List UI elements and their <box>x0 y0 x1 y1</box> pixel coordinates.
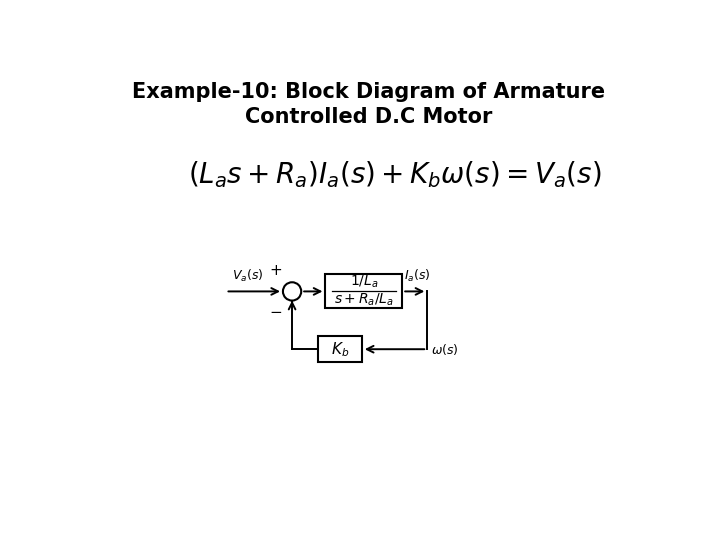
Bar <box>325 274 402 308</box>
Text: $V_a(s)$: $V_a(s)$ <box>232 267 264 284</box>
Text: −: − <box>269 305 282 320</box>
Text: $1/L_a$: $1/L_a$ <box>349 274 378 290</box>
Text: Controlled D.C Motor: Controlled D.C Motor <box>246 107 492 127</box>
Text: +: + <box>269 263 282 278</box>
Text: $\omega(s)$: $\omega(s)$ <box>431 342 459 357</box>
Text: $s + R_a/L_a$: $s + R_a/L_a$ <box>334 292 394 308</box>
Text: $\left(L_a s + R_a \right)I_a(s) + K_b\omega(s) = V_a(s)$: $\left(L_a s + R_a \right)I_a(s) + K_b\o… <box>188 160 602 191</box>
Text: $I_a(s)$: $I_a(s)$ <box>405 267 431 284</box>
Text: $K_b$: $K_b$ <box>331 340 349 359</box>
Text: Example-10: Block Diagram of Armature: Example-10: Block Diagram of Armature <box>132 82 606 102</box>
Bar <box>318 336 362 362</box>
